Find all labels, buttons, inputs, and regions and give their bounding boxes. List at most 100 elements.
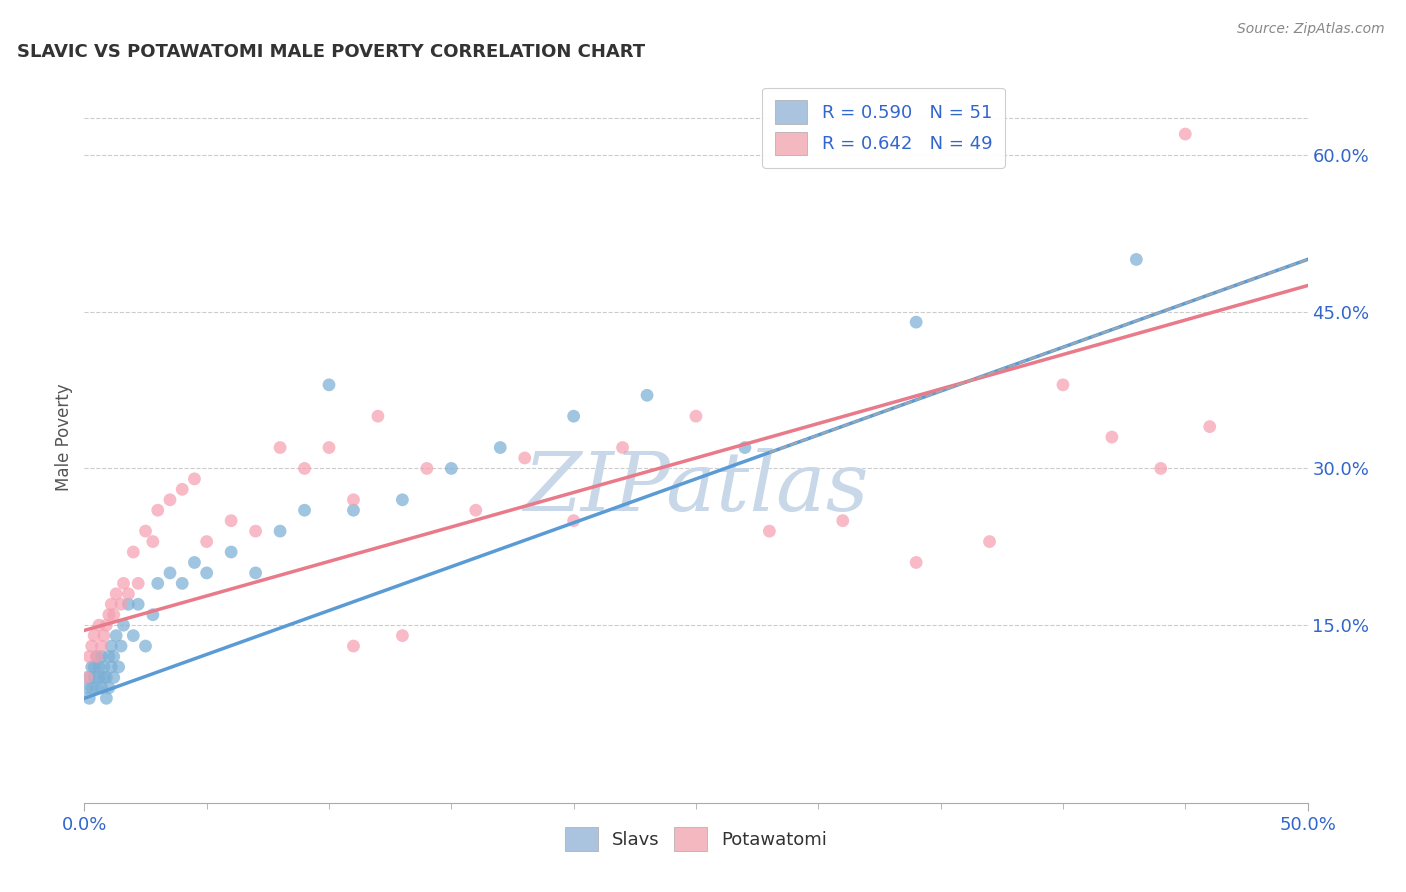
- Point: [1125, 252, 1147, 267]
- Point: [96, 618, 118, 632]
- Point: [93, 660, 115, 674]
- Point: [100, 597, 122, 611]
- Point: [105, 587, 128, 601]
- Point: [90, 681, 112, 695]
- Point: [685, 409, 707, 424]
- Point: [86, 681, 108, 695]
- Point: [127, 576, 149, 591]
- Point: [269, 524, 291, 538]
- Point: [1052, 377, 1074, 392]
- Point: [612, 441, 634, 455]
- Point: [831, 514, 853, 528]
- Point: [110, 597, 132, 611]
- Point: [117, 587, 139, 601]
- Point: [80, 639, 103, 653]
- Y-axis label: Male Poverty: Male Poverty: [55, 384, 73, 491]
- Point: [105, 629, 128, 643]
- Point: [1150, 461, 1173, 475]
- Text: ZIPatlas: ZIPatlas: [523, 449, 869, 528]
- Point: [318, 377, 340, 392]
- Point: [391, 492, 413, 507]
- Point: [195, 534, 218, 549]
- Point: [83, 660, 105, 674]
- Point: [489, 441, 512, 455]
- Point: [77, 670, 100, 684]
- Point: [93, 629, 115, 643]
- Point: [93, 670, 115, 684]
- Point: [97, 649, 120, 664]
- Point: [979, 534, 1001, 549]
- Point: [905, 315, 928, 329]
- Point: [1101, 430, 1123, 444]
- Point: [183, 472, 205, 486]
- Point: [342, 503, 364, 517]
- Point: [77, 649, 100, 664]
- Point: [103, 649, 125, 664]
- Text: SLAVIC VS POTAWATOMI MALE POVERTY CORRELATION CHART: SLAVIC VS POTAWATOMI MALE POVERTY CORREL…: [17, 44, 645, 62]
- Point: [146, 503, 169, 517]
- Point: [87, 660, 110, 674]
- Point: [142, 534, 165, 549]
- Point: [318, 441, 340, 455]
- Point: [135, 639, 157, 653]
- Point: [77, 691, 100, 706]
- Point: [440, 461, 463, 475]
- Point: [97, 607, 120, 622]
- Point: [172, 576, 194, 591]
- Point: [100, 660, 122, 674]
- Point: [172, 483, 194, 497]
- Point: [83, 670, 105, 684]
- Point: [219, 545, 242, 559]
- Point: [127, 597, 149, 611]
- Point: [80, 681, 103, 695]
- Point: [122, 545, 145, 559]
- Point: [112, 618, 135, 632]
- Point: [110, 639, 132, 653]
- Point: [90, 649, 112, 664]
- Point: [734, 441, 756, 455]
- Point: [758, 524, 780, 538]
- Point: [80, 660, 103, 674]
- Point: [100, 639, 122, 653]
- Point: [342, 639, 364, 653]
- Point: [90, 639, 112, 653]
- Point: [245, 524, 267, 538]
- Point: [159, 566, 181, 580]
- Point: [96, 691, 118, 706]
- Point: [1174, 127, 1197, 141]
- Point: [86, 649, 108, 664]
- Point: [342, 492, 364, 507]
- Point: [294, 503, 316, 517]
- Point: [219, 514, 242, 528]
- Point: [86, 649, 108, 664]
- Point: [83, 629, 105, 643]
- Point: [562, 514, 585, 528]
- Point: [103, 670, 125, 684]
- Point: [159, 492, 181, 507]
- Point: [112, 576, 135, 591]
- Point: [195, 566, 218, 580]
- Point: [117, 597, 139, 611]
- Point: [76, 670, 98, 684]
- Point: [367, 409, 389, 424]
- Point: [76, 681, 98, 695]
- Point: [97, 681, 120, 695]
- Point: [103, 607, 125, 622]
- Point: [416, 461, 439, 475]
- Point: [905, 556, 928, 570]
- Legend: Slavs, Potawatomi: Slavs, Potawatomi: [555, 818, 837, 860]
- Point: [294, 461, 316, 475]
- Point: [183, 556, 205, 570]
- Point: [142, 607, 165, 622]
- Point: [1198, 419, 1220, 434]
- Point: [87, 670, 110, 684]
- Point: [464, 503, 486, 517]
- Point: [636, 388, 658, 402]
- Point: [87, 618, 110, 632]
- Point: [146, 576, 169, 591]
- Point: [391, 629, 413, 643]
- Point: [245, 566, 267, 580]
- Point: [562, 409, 585, 424]
- Text: Source: ZipAtlas.com: Source: ZipAtlas.com: [1237, 22, 1385, 37]
- Point: [513, 450, 536, 465]
